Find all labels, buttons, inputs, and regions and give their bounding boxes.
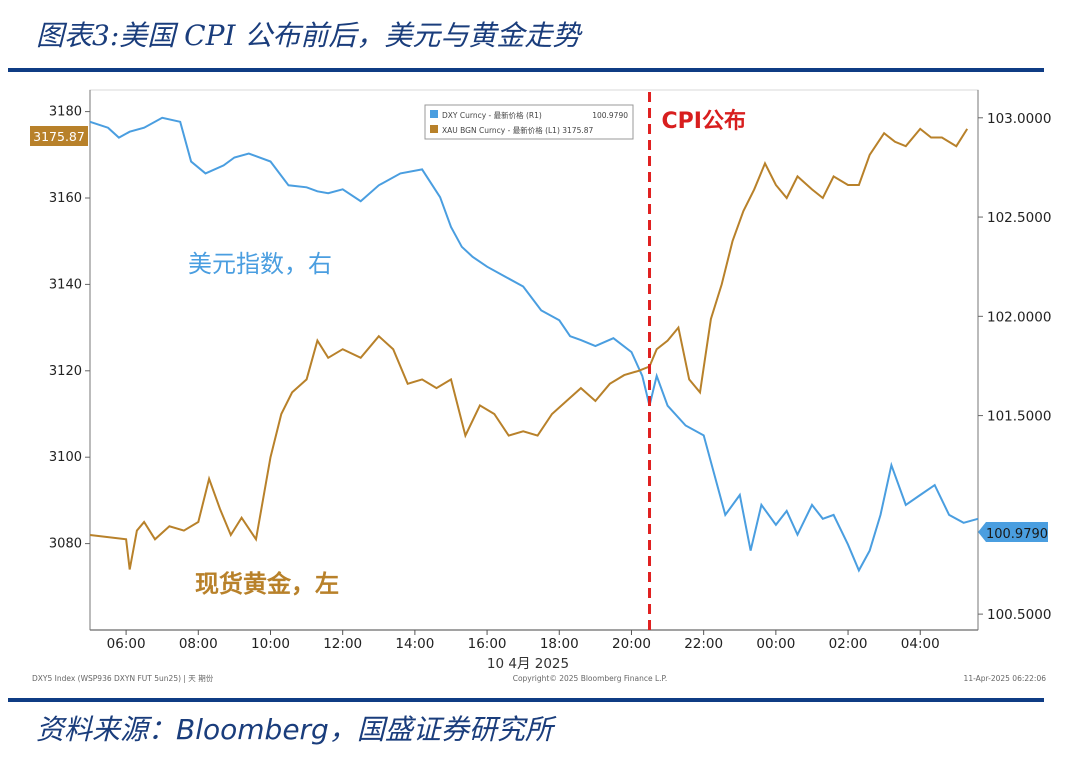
gold-current-tag: 3175.87 [30, 126, 88, 146]
dxy-series-label: 美元指数，右 [188, 250, 332, 278]
left-tick-label: 3140 [49, 277, 82, 292]
x-axis-ticks: 06:00 08:00 10:00 12:00 14:00 16:00 18:00 20:00… [107, 630, 940, 652]
dxy-current-tag: 100.9790 [978, 522, 1048, 542]
right-tick-label: 101.5000 [987, 409, 1051, 425]
x-tick-label: 12:00 [323, 636, 362, 652]
legend-label-gold: XAU BGN Curncy - 最新价格 (L1) 3175.87 [442, 125, 594, 135]
cpi-annotation: CPI公布 [662, 108, 746, 134]
x-tick-label: 14:00 [395, 636, 434, 652]
legend-swatch-gold [430, 125, 438, 133]
right-tick-label: 103.0000 [987, 111, 1051, 127]
bottom-rule [8, 698, 1044, 702]
figure-title: 图表3:美国 CPI 公布前后，美元与黄金走势 [36, 19, 581, 52]
left-tick-label: 3100 [49, 450, 82, 465]
footer-left: DXY5 Index (WSP936 DXYN FUT 5un25) | 天 期… [32, 673, 214, 683]
gold-series-line [89, 127, 969, 570]
price-chart: 3080 3100 3120 3140 3160 3180 100.5000 101.500… [30, 89, 1051, 683]
legend: DXY Curncy - 最新价格 (R1) 100.9790 XAU BGN … [424, 104, 634, 140]
left-tick-label: 3160 [49, 191, 82, 206]
plot-area [89, 89, 979, 631]
legend-label-dxy: DXY Curncy - 最新价格 (R1) [442, 110, 542, 120]
left-tick-label: 3080 [49, 537, 82, 552]
gold-series-label: 现货黄金，左 [195, 570, 339, 598]
x-tick-label: 16:00 [468, 636, 507, 652]
source-suffix: ，国盛证券研究所 [328, 713, 553, 746]
svg-text:3175.87: 3175.87 [33, 129, 85, 144]
x-tick-label: 08:00 [179, 636, 218, 652]
footer-timestamp: 11-Apr-2025 06:22:06 [964, 674, 1047, 683]
top-rule [8, 68, 1044, 72]
x-tick-label: 10:00 [251, 636, 290, 652]
svg-text:100.9790: 100.9790 [986, 527, 1048, 542]
source-note: 资料来源：Bloomberg，国盛证券研究所 [36, 708, 553, 748]
x-tick-label: 22:00 [684, 636, 723, 652]
dxy-series-line [89, 116, 979, 573]
date-label: 10 4月 2025 [487, 656, 569, 672]
right-tick-label: 102.0000 [987, 309, 1051, 325]
left-axis-ticks: 3080 3100 3120 3140 3160 3180 [49, 105, 90, 552]
right-tick-label: 102.5000 [987, 210, 1051, 226]
x-tick-label: 20:00 [612, 636, 651, 652]
x-tick-label: 02:00 [829, 636, 868, 652]
x-tick-label: 18:00 [540, 636, 579, 652]
source-prefix: 资料来源： [36, 713, 177, 746]
source-brand: Bloomberg [176, 713, 329, 746]
right-tick-label: 100.5000 [987, 607, 1051, 623]
right-axis-ticks: 100.5000 101.5000 102.0000 102.5000 103.0000 [978, 111, 1051, 623]
legend-value-dxy: 100.9790 [592, 111, 628, 120]
x-tick-label: 04:00 [901, 636, 940, 652]
x-tick-label: 06:00 [107, 636, 146, 652]
legend-swatch-dxy [430, 110, 438, 118]
x-tick-label: 00:00 [756, 636, 795, 652]
left-tick-label: 3180 [49, 105, 82, 120]
left-tick-label: 3120 [49, 364, 82, 379]
footer-copyright: Copyright© 2025 Bloomberg Finance L.P. [513, 674, 668, 683]
